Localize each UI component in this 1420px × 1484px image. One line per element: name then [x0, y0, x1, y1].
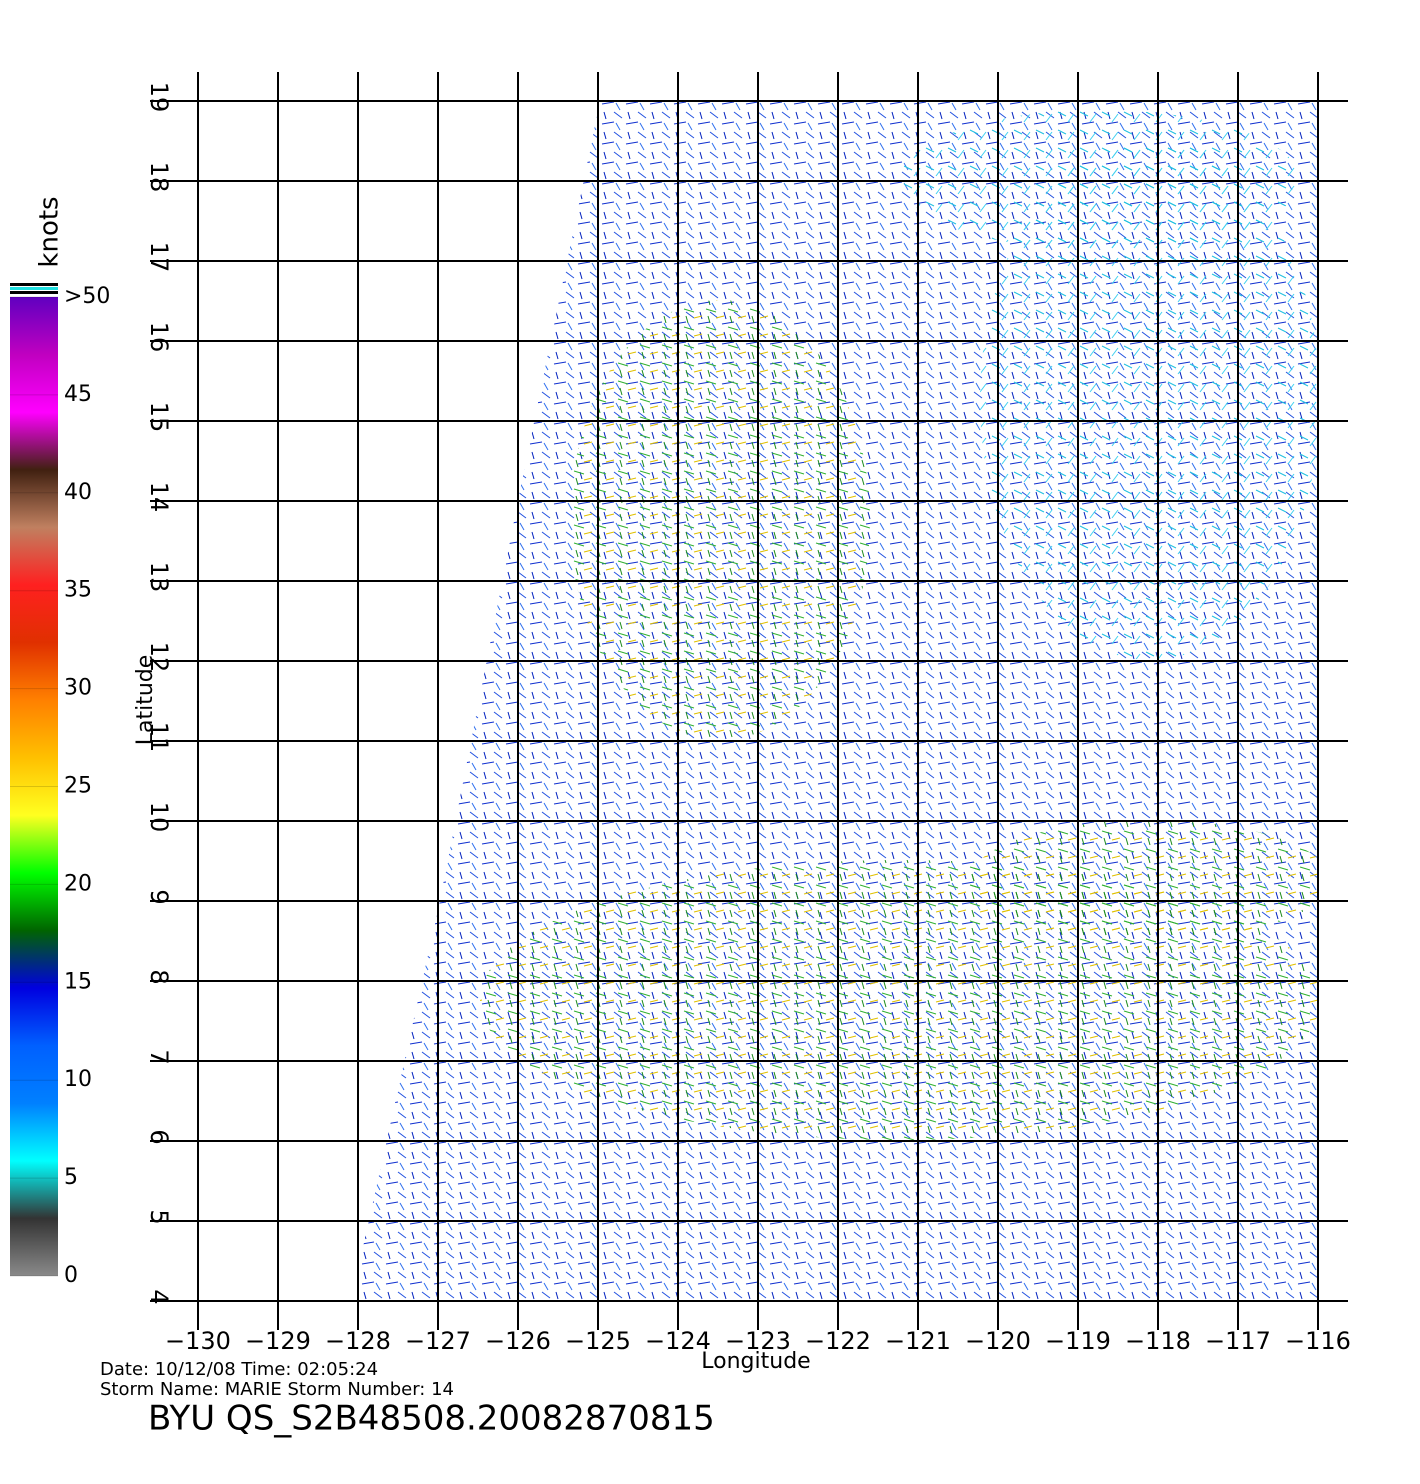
colorbar	[10, 297, 58, 1276]
colorbar-tick-label: 30	[64, 676, 92, 701]
y-tick-label: 10	[145, 802, 173, 833]
colorbar-tick-label: 20	[64, 871, 92, 896]
y-tick-label: 16	[145, 322, 173, 353]
x-tick-label: −128	[325, 1327, 391, 1355]
x-tick-label: −120	[965, 1327, 1031, 1355]
storm-line: Storm Name: MARIE Storm Number: 14	[100, 1379, 454, 1400]
colorbar-tick-label: 35	[64, 578, 92, 603]
y-tick-label: 4	[145, 1289, 173, 1304]
colorbar-tick-label: >50	[64, 284, 110, 309]
x-tick-label: −117	[1205, 1327, 1271, 1355]
y-tick-label: 18	[145, 162, 173, 193]
colorbar-stripe	[10, 283, 58, 286]
x-tick-label: −118	[1125, 1327, 1191, 1355]
wind-vectors	[358, 101, 1318, 1301]
x-tick-label: −123	[725, 1327, 791, 1355]
x-tick-label: −121	[885, 1327, 951, 1355]
y-tick-label: 12	[145, 642, 173, 673]
y-tick-label: 9	[145, 889, 173, 904]
y-axis-label: Latitude	[133, 655, 158, 746]
date-line: Date: 10/12/08 Time: 02:05:24	[100, 1359, 378, 1380]
colorbar-tick-label: 40	[64, 480, 92, 505]
x-tick-label: −129	[245, 1327, 311, 1355]
colorbar-tick-label: 10	[64, 1067, 92, 1092]
x-tick-label: −119	[1045, 1327, 1111, 1355]
colorbar-tick-label: 45	[64, 382, 92, 407]
y-tick-label: 8	[145, 969, 173, 984]
colorbar-tick-label: 25	[64, 774, 92, 799]
y-tick-label: 5	[145, 1209, 173, 1224]
colorbar-stripe	[10, 291, 58, 294]
y-tick-label: 17	[145, 242, 173, 273]
colorbar-stripe	[10, 287, 58, 290]
x-tick-label: −116	[1285, 1327, 1351, 1355]
x-tick-label: −124	[645, 1327, 711, 1355]
y-tick-label: 14	[145, 482, 173, 513]
x-axis-label: Longitude	[701, 1349, 810, 1374]
colorbar-label: knots	[35, 196, 65, 267]
y-tick-label: 11	[145, 722, 173, 753]
chart-title: BYU QS_S2B48508.20082870815	[148, 1399, 715, 1439]
y-tick-label: 6	[145, 1129, 173, 1144]
x-tick-label: −130	[165, 1327, 231, 1355]
y-tick-label: 7	[145, 1049, 173, 1064]
colorbar-tick-label: 15	[64, 969, 92, 994]
x-tick-label: −126	[485, 1327, 551, 1355]
y-tick-label: 19	[145, 82, 173, 113]
x-tick-label: −127	[405, 1327, 471, 1355]
y-tick-label: 15	[145, 402, 173, 433]
y-tick-label: 13	[145, 562, 173, 593]
x-tick-label: −125	[565, 1327, 631, 1355]
x-tick-label: −122	[805, 1327, 871, 1355]
colorbar-tick-label: 5	[64, 1165, 78, 1190]
colorbar-tick-label: 0	[64, 1263, 78, 1288]
